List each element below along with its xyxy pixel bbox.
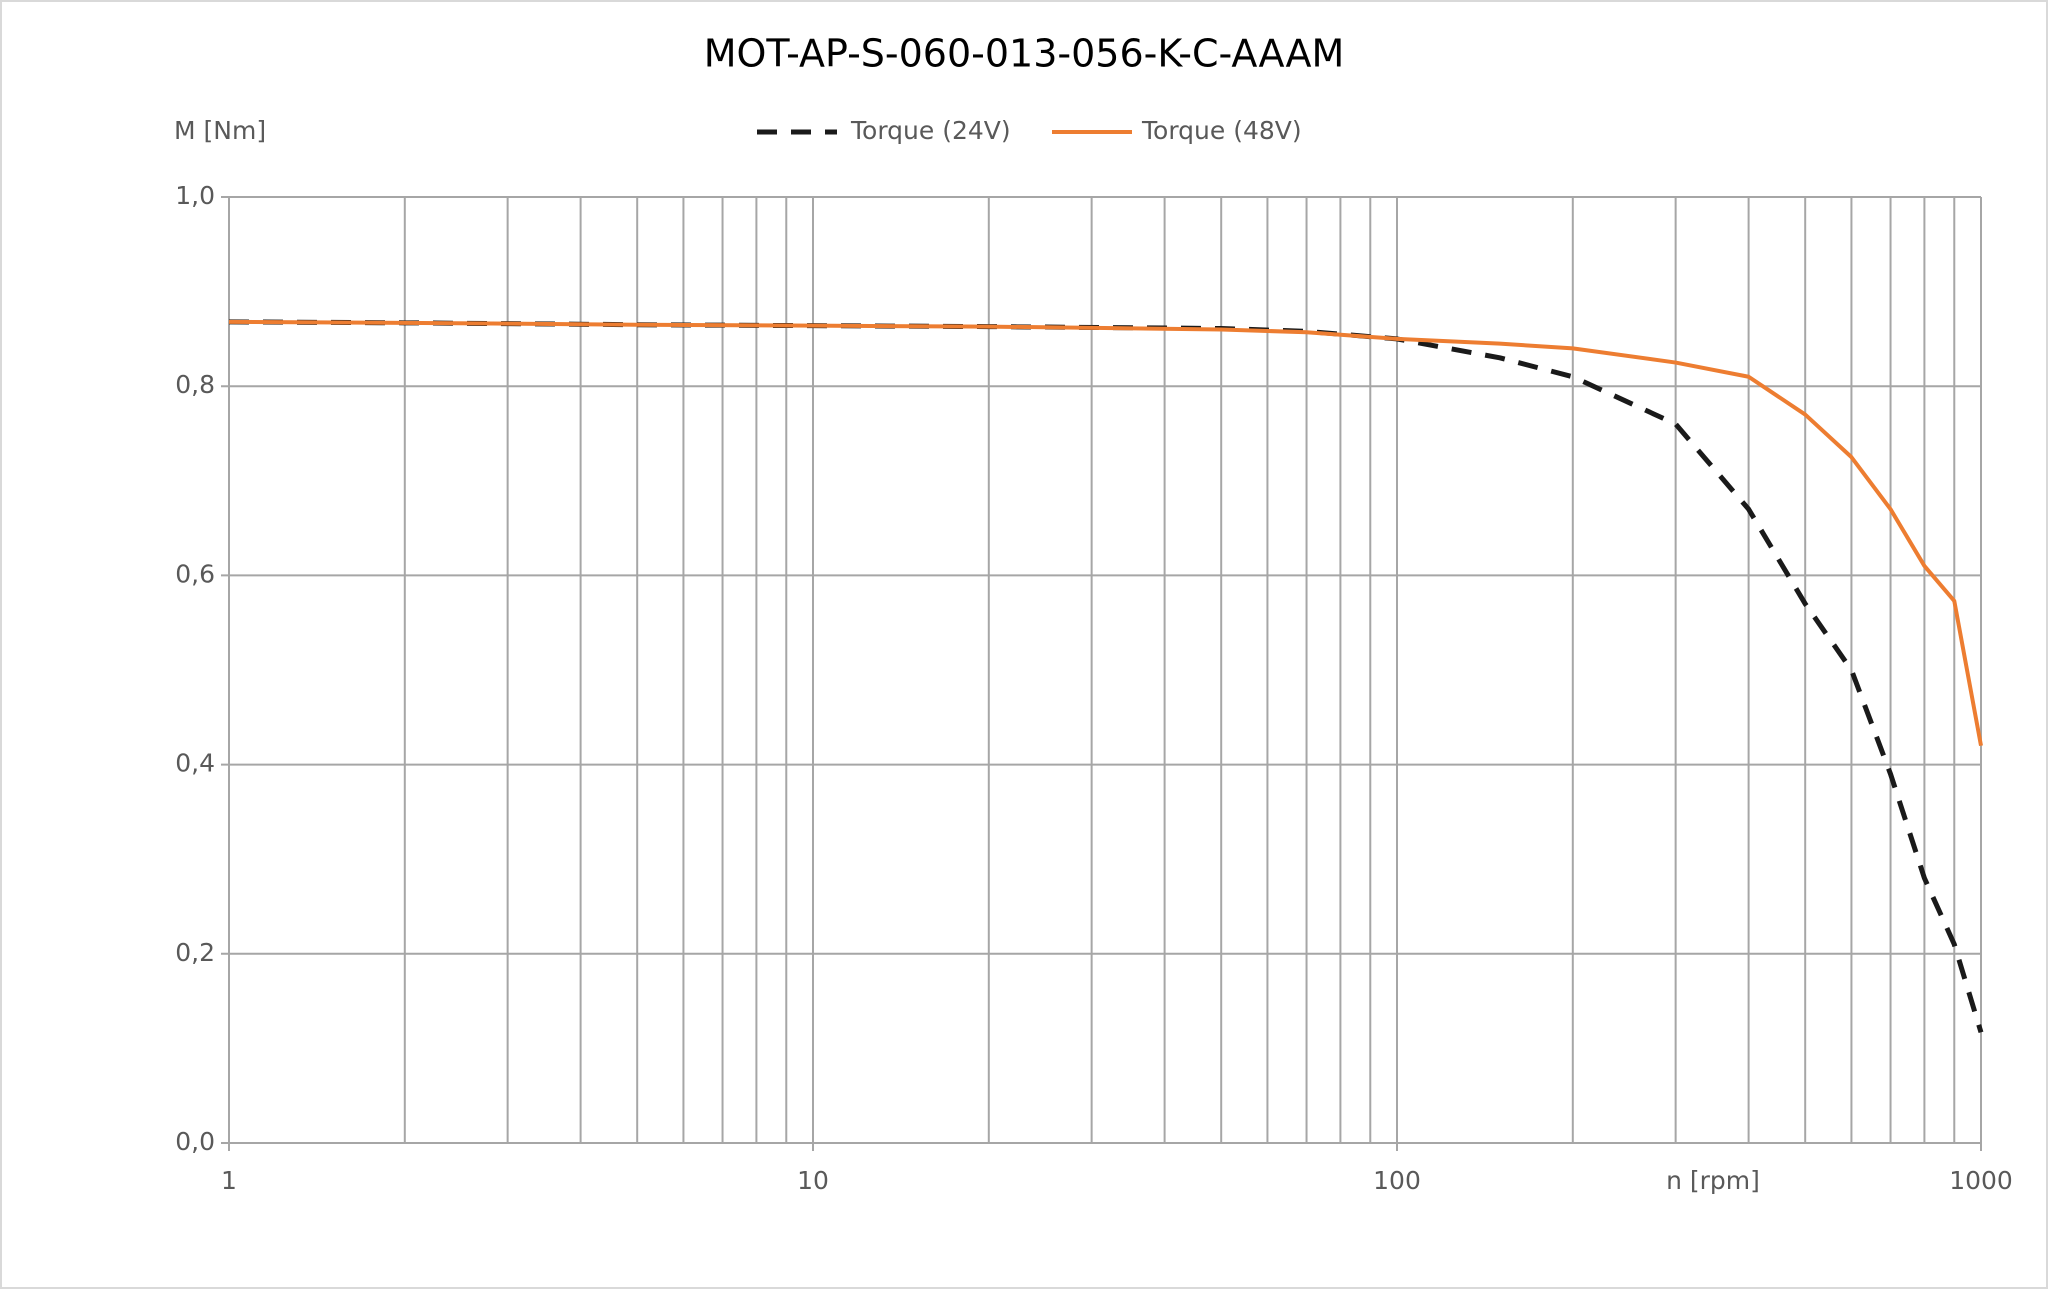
y-tick-label: 0,0 — [175, 1127, 215, 1156]
x-tick-label: 100 — [1373, 1166, 1421, 1195]
x-axis-label: n [rpm] — [1666, 1166, 1760, 1195]
legend-label: Torque (48V) — [1141, 116, 1302, 145]
y-axis-label: M [Nm] — [174, 116, 266, 145]
y-tick-label: 0,6 — [175, 559, 215, 588]
y-tick-label: 0,8 — [175, 370, 215, 399]
data-line — [228, 319, 1983, 747]
y-tick-label: 0,2 — [175, 938, 215, 967]
chart-title: MOT-AP-S-060-013-056-K-C-AAAM — [704, 32, 1345, 76]
y-tick-label: 1,0 — [175, 181, 215, 210]
x-tick-label: 1000 — [1949, 1166, 2013, 1195]
x-tick-label: 1 — [221, 1166, 237, 1195]
y-tick-label: 0,4 — [175, 749, 215, 778]
legend-label: Torque (24V) — [850, 116, 1011, 145]
x-tick-label: 10 — [797, 1166, 829, 1195]
